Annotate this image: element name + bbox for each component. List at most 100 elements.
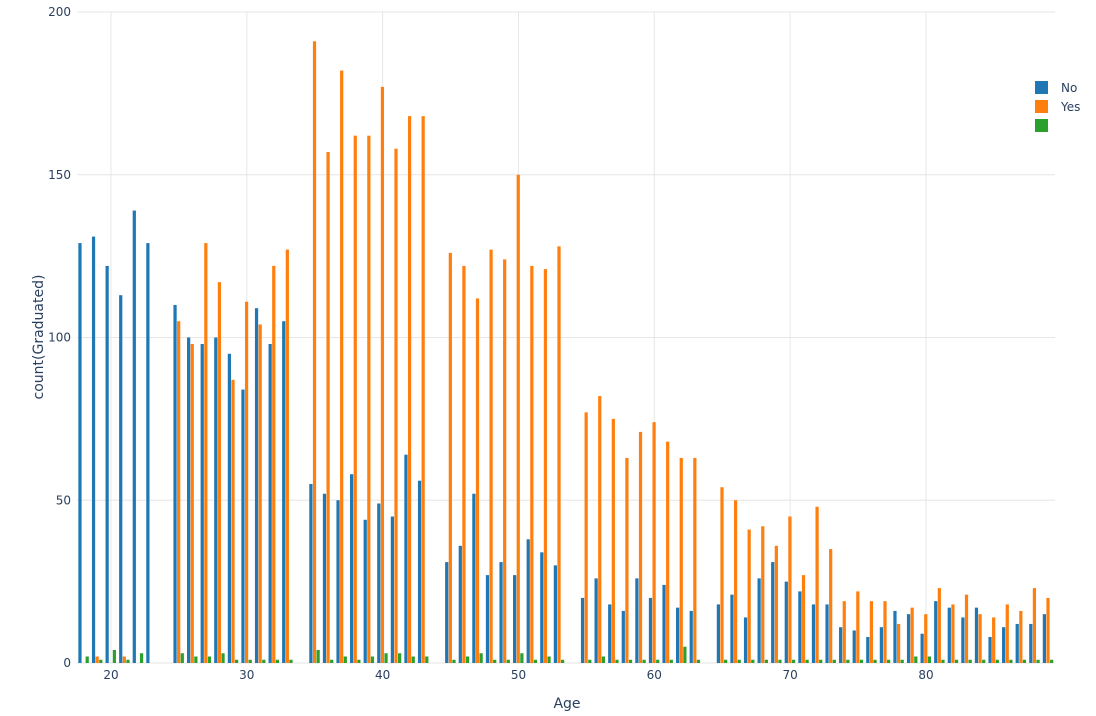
bar-no[interactable] (771, 562, 775, 663)
bar-no[interactable] (635, 578, 639, 663)
legend[interactable]: No Yes (1035, 81, 1080, 132)
bar-no[interactable] (472, 493, 476, 663)
bar-yes[interactable] (598, 396, 602, 663)
bar-series-2[interactable] (465, 656, 470, 663)
bar-yes[interactable] (462, 265, 466, 663)
bar-series-2[interactable] (316, 649, 320, 663)
bar-no[interactable] (730, 594, 734, 663)
bar-series-2[interactable] (724, 659, 728, 663)
bar-no[interactable] (974, 607, 979, 663)
bar-yes[interactable] (924, 614, 928, 663)
bar-yes[interactable] (326, 151, 330, 663)
bar-no[interactable] (187, 337, 191, 664)
bar-series-2[interactable] (941, 659, 945, 663)
bar-series-2[interactable] (927, 656, 931, 663)
bar-series-2[interactable] (506, 659, 510, 663)
bar-yes[interactable] (883, 601, 887, 663)
bar-yes[interactable] (625, 457, 629, 663)
bar-series-2[interactable] (99, 659, 103, 663)
bar-yes[interactable] (584, 412, 588, 663)
bar-no[interactable] (200, 344, 204, 663)
bar-yes[interactable] (815, 506, 819, 663)
bar-no[interactable] (879, 627, 883, 663)
legend-item-no[interactable]: No (1035, 81, 1077, 95)
bar-series-2[interactable] (139, 653, 144, 663)
bar-no[interactable] (839, 627, 843, 663)
bar-yes[interactable] (217, 282, 222, 663)
bar-series-2[interactable] (683, 646, 687, 663)
bar-series-2[interactable] (1022, 659, 1027, 663)
bar-yes[interactable] (285, 249, 289, 663)
bar-no[interactable] (91, 236, 96, 663)
bar-yes[interactable] (788, 516, 792, 663)
bar-yes[interactable] (951, 604, 955, 663)
bar-no[interactable] (499, 562, 503, 663)
bar-no[interactable] (648, 597, 653, 663)
bar-yes[interactable] (204, 243, 208, 663)
bar-yes[interactable] (272, 265, 276, 663)
bar-series-2[interactable] (601, 656, 605, 663)
bar-yes[interactable] (394, 148, 398, 663)
bar-no[interactable] (254, 308, 259, 663)
bar-no[interactable] (1042, 614, 1046, 663)
bar-yes[interactable] (992, 617, 996, 663)
bar-yes[interactable] (190, 344, 194, 663)
bar-no[interactable] (227, 353, 231, 663)
bar-no[interactable] (540, 552, 544, 663)
bar-no[interactable] (350, 474, 354, 663)
bar-no[interactable] (852, 630, 856, 663)
bar-series-2[interactable] (411, 656, 415, 663)
bar-series-2[interactable] (425, 656, 429, 663)
bar-no[interactable] (866, 636, 870, 663)
bar-no[interactable] (662, 584, 666, 663)
bar-no[interactable] (757, 578, 761, 663)
bar-no[interactable] (608, 604, 612, 663)
bar-series-2[interactable] (235, 659, 239, 663)
bar-yes[interactable] (340, 70, 344, 664)
bar-yes[interactable] (638, 431, 643, 663)
bar-no[interactable] (417, 480, 422, 663)
bar-yes[interactable] (964, 594, 969, 663)
bar-series-2[interactable] (846, 659, 850, 663)
bar-no[interactable] (825, 604, 829, 663)
bar-no[interactable] (105, 265, 109, 663)
bar-series-2[interactable] (561, 659, 565, 663)
bar-series-2[interactable] (995, 659, 999, 663)
bar-yes[interactable] (244, 301, 249, 663)
bar-series-2[interactable] (452, 659, 456, 663)
bar-no[interactable] (78, 243, 82, 663)
bar-series-2[interactable] (547, 656, 551, 663)
bar-yes[interactable] (1032, 588, 1037, 663)
bar-no[interactable] (526, 539, 530, 663)
bar-series-2[interactable] (968, 659, 972, 663)
bar-no[interactable] (309, 483, 313, 663)
bar-series-2[interactable] (615, 659, 619, 663)
bar-series-2[interactable] (764, 659, 768, 663)
bar-no[interactable] (404, 454, 408, 663)
bar-series-2[interactable] (126, 659, 130, 663)
bar-series-2[interactable] (370, 656, 375, 663)
bar-yes[interactable] (733, 500, 738, 663)
bar-series-2[interactable] (859, 659, 864, 663)
bar-series-2[interactable] (737, 659, 741, 663)
bar-no[interactable] (132, 210, 136, 663)
bar-series-2[interactable] (669, 659, 673, 663)
bar-yes[interactable] (829, 549, 833, 663)
bar-yes[interactable] (489, 249, 493, 663)
bar-series-2[interactable] (357, 659, 361, 663)
bar-yes[interactable] (557, 246, 561, 664)
bar-yes[interactable] (312, 41, 317, 664)
bar-yes[interactable] (652, 422, 656, 663)
bar-yes[interactable] (1019, 610, 1023, 663)
bar-series-2[interactable] (479, 653, 483, 663)
bar-no[interactable] (947, 607, 951, 663)
bar-series-2[interactable] (832, 659, 836, 663)
bar-series-2[interactable] (900, 659, 904, 663)
bar-no[interactable] (1002, 627, 1006, 663)
bar-no[interactable] (553, 565, 557, 663)
bar-series-2[interactable] (1009, 659, 1013, 663)
bar-series-2[interactable] (398, 653, 402, 663)
bar-no[interactable] (322, 493, 327, 663)
legend-item-yes[interactable]: Yes (1035, 100, 1080, 114)
bar-series-2[interactable] (1036, 659, 1040, 663)
